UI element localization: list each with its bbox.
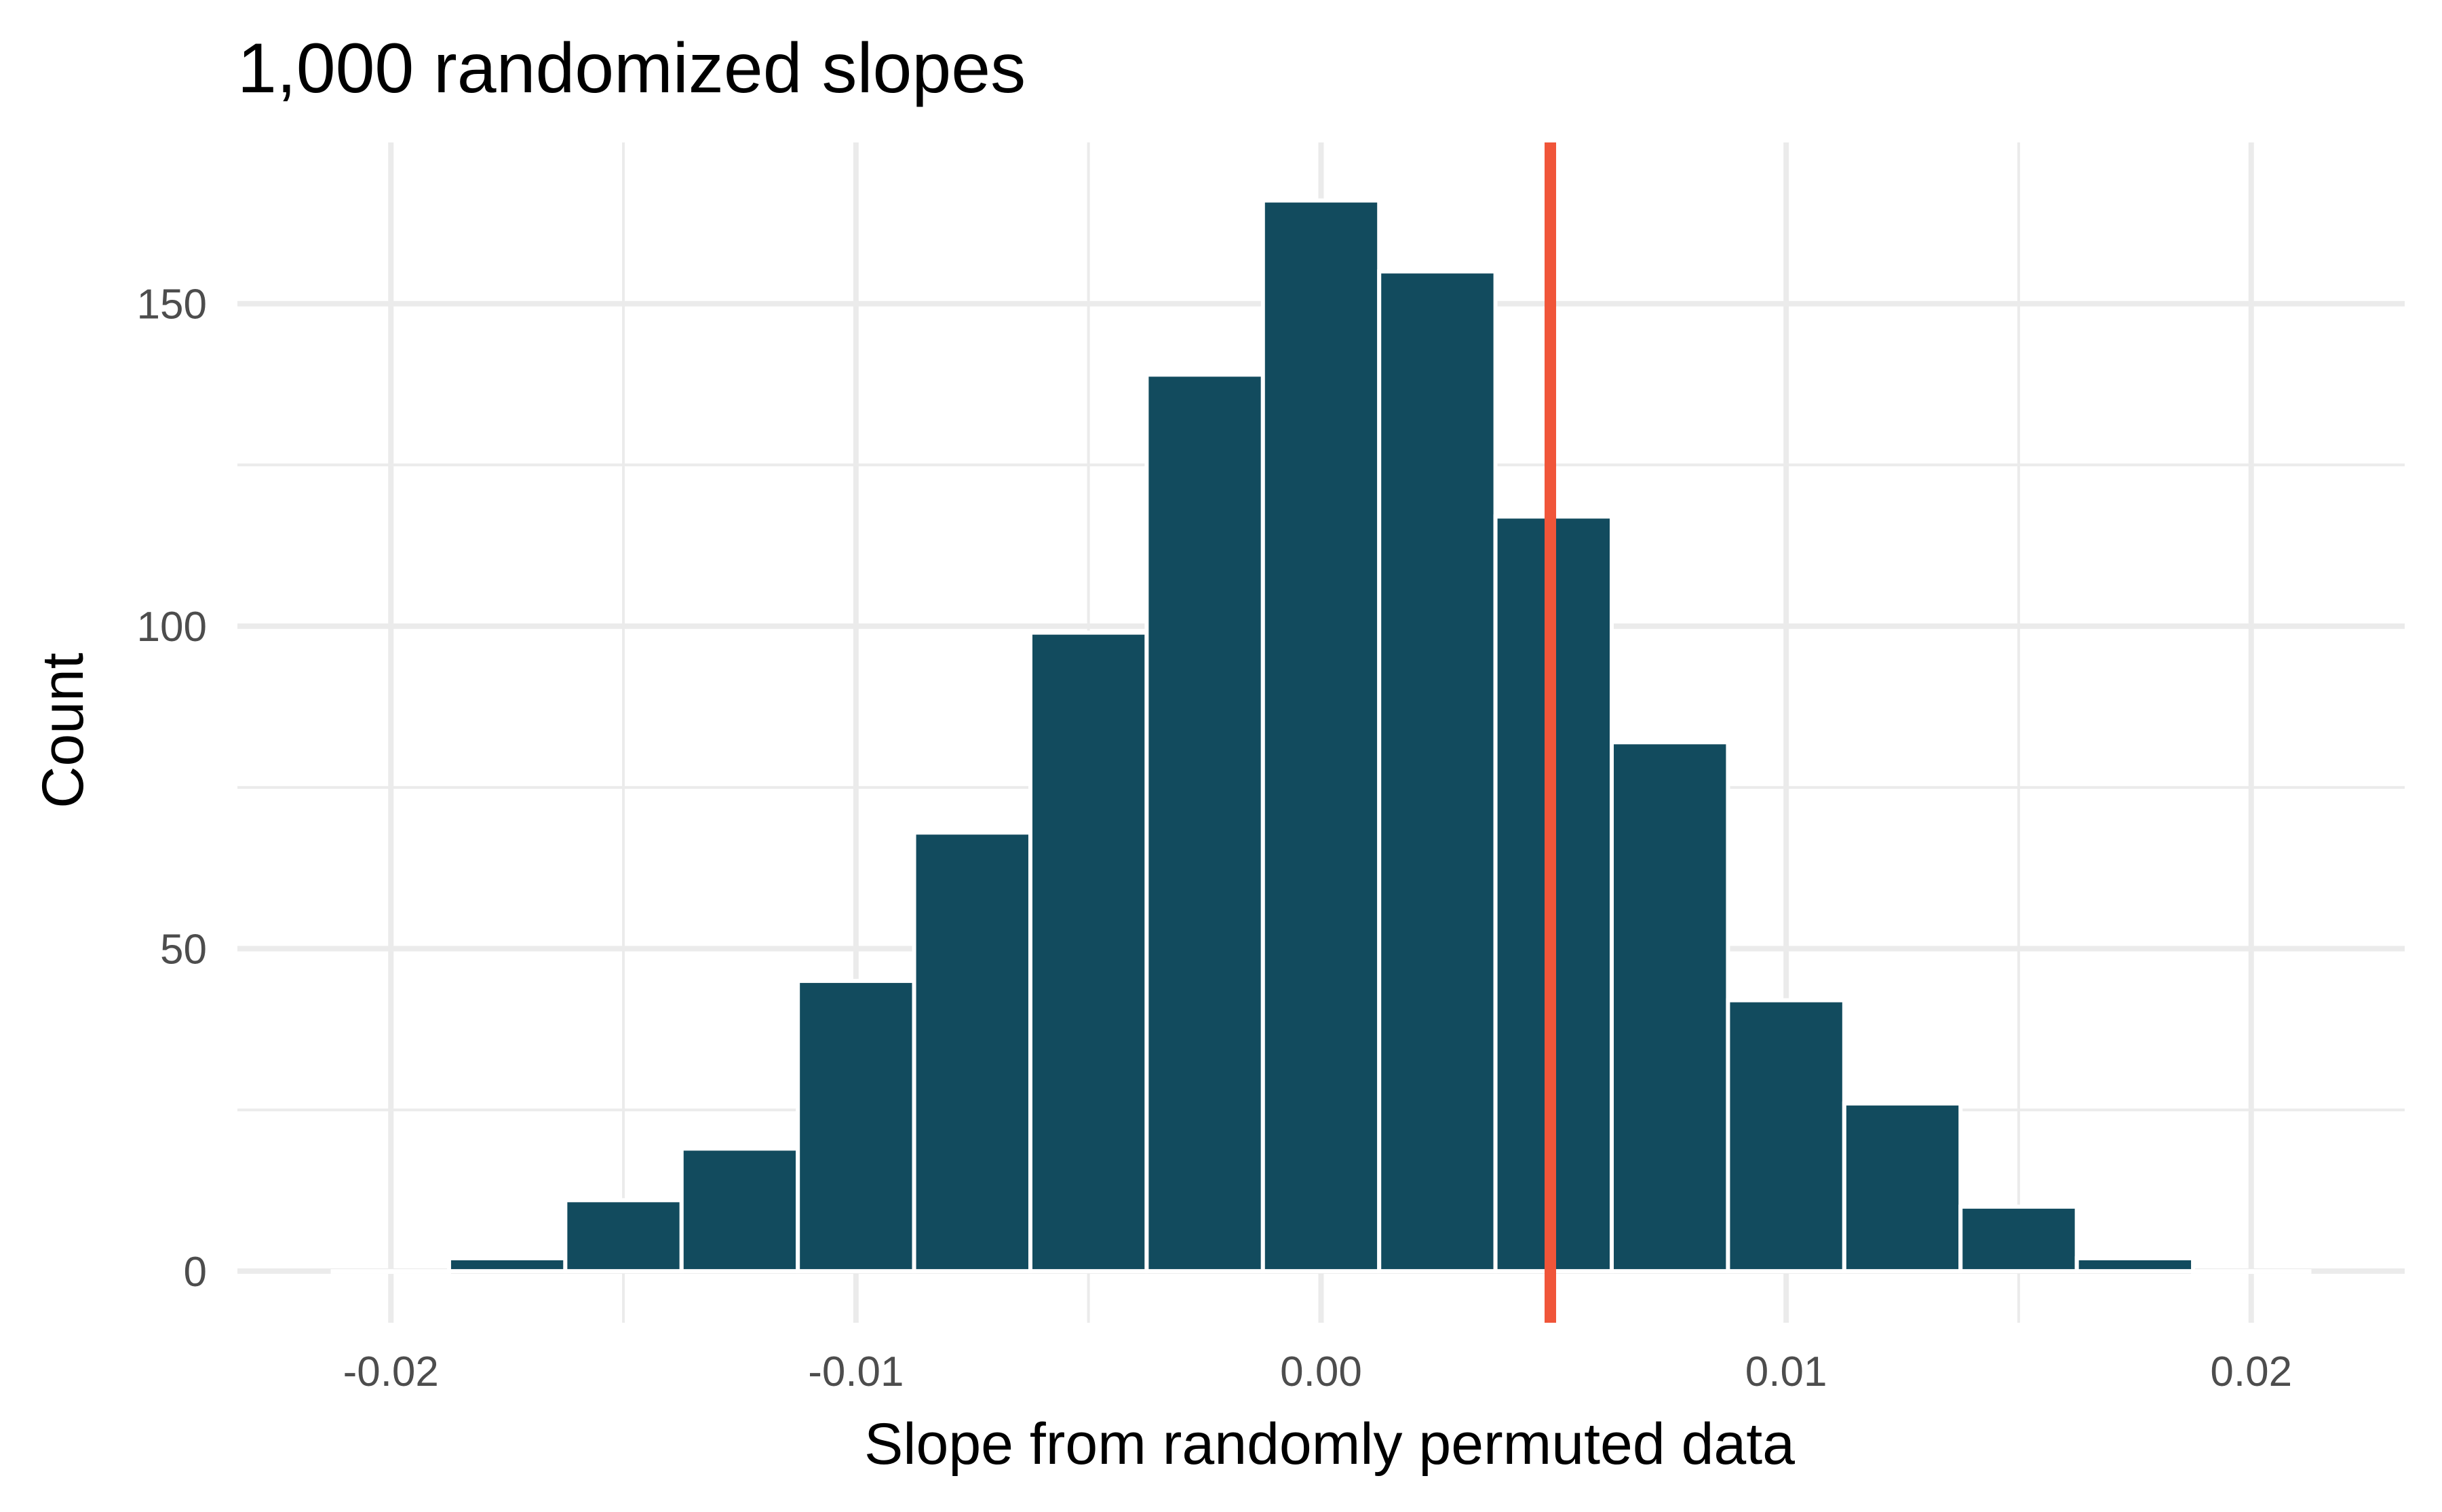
x-tick-label: 0.00 <box>1280 1349 1362 1395</box>
histogram-bar <box>1842 1101 1963 1273</box>
histogram-bar <box>2074 1256 2196 1273</box>
histogram-bar <box>2191 1268 2312 1274</box>
histogram-bars <box>330 198 2312 1274</box>
histogram-bar <box>679 1146 800 1273</box>
histogram-bar <box>912 830 1032 1273</box>
x-tick-label: 0.02 <box>2210 1349 2292 1395</box>
y-tick-label: 150 <box>137 282 207 328</box>
x-axis-title: Slope from randomly permuted data <box>864 1412 1795 1477</box>
y-tick-label: 0 <box>184 1249 207 1296</box>
histogram-bar <box>330 1268 451 1274</box>
histogram-bar <box>1958 1204 2079 1273</box>
y-tick-label: 50 <box>160 927 207 973</box>
x-axis-tick-labels: -0.02 -0.01 0.00 0.01 0.02 <box>343 1349 2292 1395</box>
histogram-bar <box>1610 740 1730 1273</box>
histogram-bar <box>1260 198 1382 1273</box>
histogram-bar <box>796 979 916 1273</box>
histogram-bar <box>1726 998 1846 1273</box>
histogram-bar <box>1028 630 1149 1273</box>
histogram-bar <box>563 1198 684 1273</box>
x-tick-label: -0.01 <box>808 1349 904 1395</box>
y-axis-tick-labels: 0 50 100 150 <box>137 282 207 1296</box>
chart-title: 1,000 randomized slopes <box>237 29 1026 108</box>
x-tick-label: -0.02 <box>343 1349 439 1395</box>
histogram-bar <box>1144 372 1265 1273</box>
histogram-bar <box>446 1256 568 1273</box>
y-axis-title: Count <box>31 653 96 809</box>
x-tick-label: 0.01 <box>1745 1349 1827 1395</box>
y-tick-label: 100 <box>137 604 207 651</box>
histogram-bar <box>1377 269 1498 1273</box>
